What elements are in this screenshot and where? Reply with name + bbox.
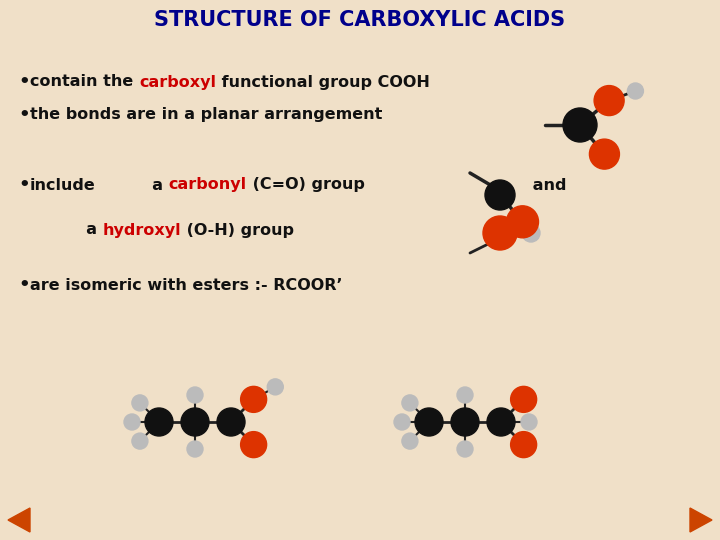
Circle shape: [394, 414, 410, 430]
Text: a: a: [96, 178, 168, 192]
Circle shape: [240, 387, 266, 413]
Circle shape: [145, 408, 173, 436]
Circle shape: [457, 387, 473, 403]
Circle shape: [522, 224, 540, 242]
Polygon shape: [690, 508, 712, 532]
Text: and: and: [364, 178, 567, 192]
Circle shape: [563, 108, 597, 142]
Circle shape: [521, 414, 537, 430]
Text: •: •: [18, 276, 30, 294]
Circle shape: [506, 206, 539, 238]
Text: are isomeric with esters :- RCOOR’: are isomeric with esters :- RCOOR’: [30, 278, 343, 293]
Text: the bonds are in a planar arrangement: the bonds are in a planar arrangement: [30, 107, 382, 123]
Circle shape: [132, 433, 148, 449]
Circle shape: [590, 139, 619, 169]
Circle shape: [187, 441, 203, 457]
Polygon shape: [8, 508, 30, 532]
Circle shape: [181, 408, 209, 436]
Text: carbonyl: carbonyl: [168, 178, 246, 192]
Circle shape: [132, 395, 148, 411]
Circle shape: [402, 433, 418, 449]
Circle shape: [451, 408, 479, 436]
Circle shape: [510, 387, 536, 413]
Circle shape: [187, 387, 203, 403]
Circle shape: [483, 216, 517, 250]
Text: STRUCTURE OF CARBOXYLIC ACIDS: STRUCTURE OF CARBOXYLIC ACIDS: [154, 10, 566, 30]
Circle shape: [510, 431, 536, 457]
Text: •: •: [18, 176, 30, 194]
Text: •: •: [18, 73, 30, 91]
Text: •: •: [18, 106, 30, 124]
Text: hydroxyl: hydroxyl: [103, 222, 181, 238]
Text: include: include: [30, 178, 96, 192]
Circle shape: [415, 408, 443, 436]
Text: a: a: [30, 222, 103, 238]
Text: (C=O) group: (C=O) group: [246, 178, 364, 192]
Circle shape: [487, 408, 515, 436]
Circle shape: [240, 431, 266, 457]
Circle shape: [267, 379, 283, 395]
Text: functional group COOH: functional group COOH: [216, 75, 430, 90]
Text: (O-H) group: (O-H) group: [181, 222, 294, 238]
Text: carboxyl: carboxyl: [139, 75, 216, 90]
Circle shape: [627, 83, 644, 99]
Circle shape: [485, 180, 515, 210]
Circle shape: [402, 395, 418, 411]
Circle shape: [457, 441, 473, 457]
Circle shape: [217, 408, 245, 436]
Circle shape: [124, 414, 140, 430]
Circle shape: [594, 85, 624, 116]
Text: contain the: contain the: [30, 75, 139, 90]
